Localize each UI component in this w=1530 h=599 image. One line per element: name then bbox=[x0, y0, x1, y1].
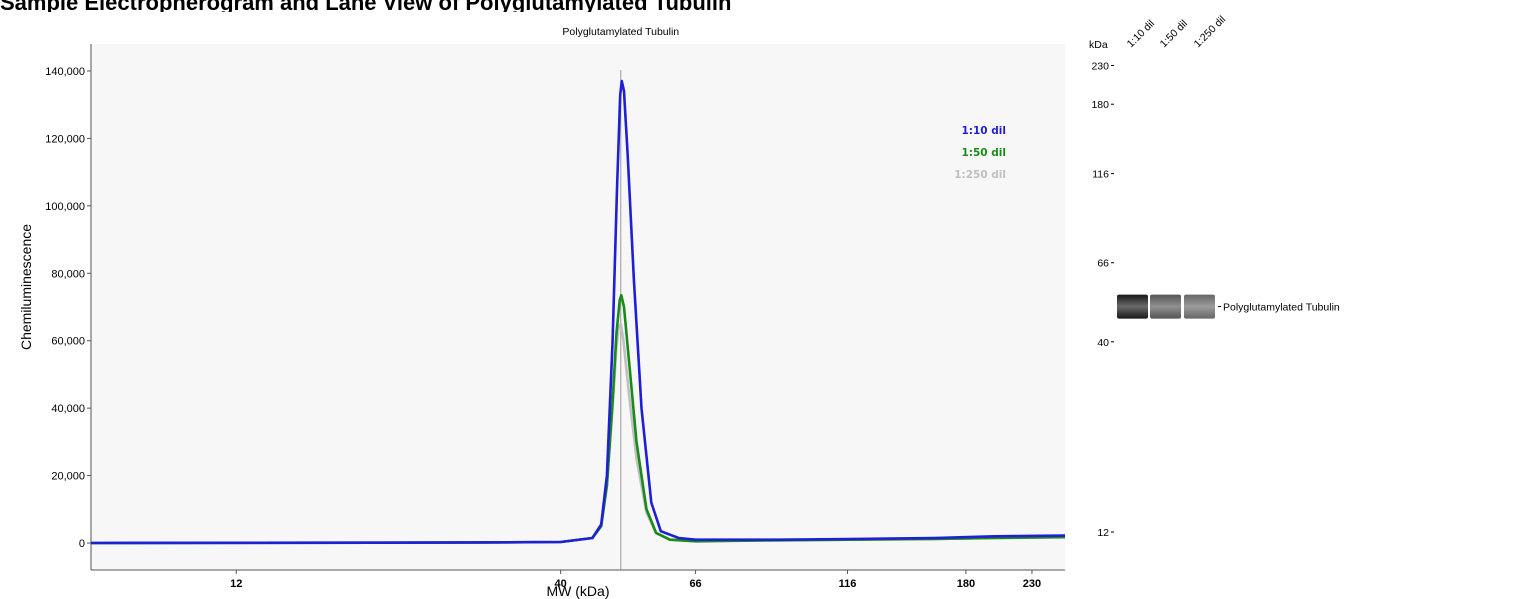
y-axis: 0 20,000 40,000 60,000 80,000 100,000 120,000 1… bbox=[45, 66, 91, 550]
x-tick-label-5: 230 bbox=[1023, 578, 1041, 590]
peak-annotation-label: Polyglutamylated Tubulin bbox=[562, 26, 679, 38]
y-tick-label-3: 60,000 bbox=[51, 336, 85, 348]
y-tick-label-1: 20,000 bbox=[51, 471, 85, 483]
y-axis-title: Chemiluminescence bbox=[18, 224, 34, 350]
x-tick-label-2: 66 bbox=[689, 578, 701, 590]
gel-band-0 bbox=[1117, 294, 1148, 319]
x-tick-label-1: 40 bbox=[555, 578, 567, 590]
legend-item-2: 1:250 dil bbox=[954, 169, 1006, 181]
electropherogram-chart: 0 20,000 40,000 60,000 80,000 100,000 120,000 1… bbox=[18, 26, 1066, 599]
y-tick-label-2: 40,000 bbox=[51, 403, 85, 415]
series-group bbox=[90, 79, 1066, 545]
gel-band-glow-0 bbox=[1117, 294, 1148, 319]
cropped-page-title: Sample Electropherogram and Lane View of… bbox=[0, 0, 1100, 12]
gel-band-glow-2 bbox=[1184, 294, 1215, 319]
y-tick-label-0: 0 bbox=[79, 538, 85, 550]
gel-marker-label-0: 230 bbox=[1091, 61, 1109, 73]
gel-marker-label-1: 180 bbox=[1091, 99, 1109, 111]
x-axis: 12 40 66 116 180 230 bbox=[230, 570, 1041, 590]
legend-item-1: 1:50 dil bbox=[962, 147, 1007, 159]
gel-lane-label-2: 1:250 dil bbox=[1192, 14, 1229, 51]
gel-band-2 bbox=[1184, 294, 1215, 319]
x-tick-label-4: 180 bbox=[957, 578, 975, 590]
y-tick-label-5: 100,000 bbox=[45, 201, 85, 213]
plot-area bbox=[91, 44, 1065, 570]
gel-band-glow-1 bbox=[1150, 294, 1181, 319]
series-line-2 bbox=[90, 79, 1066, 545]
gel-marker-label-2: 116 bbox=[1092, 169, 1109, 181]
gel-band-label: Polyglutamylated Tubulin bbox=[1223, 302, 1340, 314]
y-tick-label-4: 80,000 bbox=[51, 268, 85, 280]
gel-lane-label-0: 1:10 dil bbox=[1125, 18, 1157, 50]
legend: 1:10 dil 1:50 dil 1:250 dil bbox=[954, 125, 1006, 181]
gel-marker-ladder: 230 180 116 66 40 12 bbox=[1091, 61, 1114, 539]
legend-item-0: 1:10 dil bbox=[962, 125, 1007, 137]
x-axis-title: MW (kDa) bbox=[547, 583, 610, 599]
gel-marker-label-3: 66 bbox=[1097, 258, 1109, 270]
gel-bands bbox=[1117, 294, 1221, 319]
x-tick-label-3: 116 bbox=[839, 578, 857, 590]
gel-band-1 bbox=[1150, 294, 1181, 319]
gel-lane-label-1: 1:50 dil bbox=[1158, 18, 1190, 50]
y-tick-label-7: 140,000 bbox=[45, 66, 85, 78]
y-tick-label-6: 120,000 bbox=[45, 133, 85, 145]
x-tick-label-0: 12 bbox=[230, 578, 242, 590]
gel-marker-label-5: 12 bbox=[1097, 527, 1109, 539]
gel-marker-label-4: 40 bbox=[1097, 337, 1109, 349]
gel-kda-label: kDa bbox=[1089, 39, 1108, 51]
gel-lane-labels: 1:10 dil 1:50 dil 1:250 dil bbox=[1125, 14, 1229, 51]
